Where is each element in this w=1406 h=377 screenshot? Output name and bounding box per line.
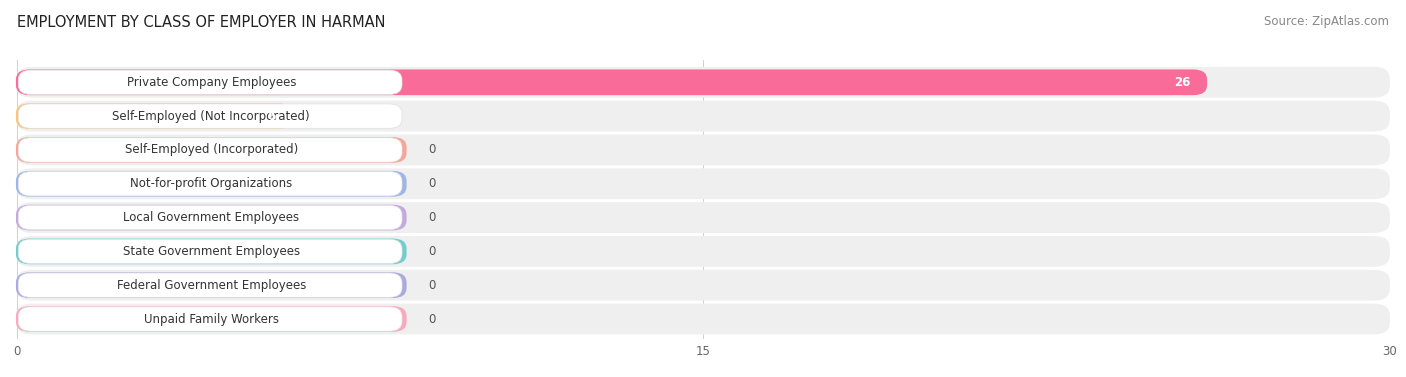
FancyBboxPatch shape xyxy=(15,137,406,163)
Text: 0: 0 xyxy=(429,279,436,292)
Text: Private Company Employees: Private Company Employees xyxy=(127,76,297,89)
Text: 0: 0 xyxy=(429,211,436,224)
FancyBboxPatch shape xyxy=(17,270,1389,300)
Text: State Government Employees: State Government Employees xyxy=(122,245,299,258)
Text: 26: 26 xyxy=(1174,76,1189,89)
FancyBboxPatch shape xyxy=(15,205,406,230)
FancyBboxPatch shape xyxy=(17,67,1389,98)
Text: Self-Employed (Not Incorporated): Self-Employed (Not Incorporated) xyxy=(112,110,311,123)
FancyBboxPatch shape xyxy=(18,239,402,264)
Text: Self-Employed (Incorporated): Self-Employed (Incorporated) xyxy=(125,143,298,156)
FancyBboxPatch shape xyxy=(17,303,1389,334)
FancyBboxPatch shape xyxy=(15,306,406,332)
Text: Unpaid Family Workers: Unpaid Family Workers xyxy=(143,313,278,325)
FancyBboxPatch shape xyxy=(17,169,1389,199)
Text: Local Government Employees: Local Government Employees xyxy=(124,211,299,224)
FancyBboxPatch shape xyxy=(18,104,402,128)
Text: 0: 0 xyxy=(429,245,436,258)
Text: 0: 0 xyxy=(429,177,436,190)
FancyBboxPatch shape xyxy=(17,202,1389,233)
FancyBboxPatch shape xyxy=(18,205,402,230)
Text: Federal Government Employees: Federal Government Employees xyxy=(117,279,307,292)
FancyBboxPatch shape xyxy=(17,101,1389,132)
FancyBboxPatch shape xyxy=(15,171,406,196)
FancyBboxPatch shape xyxy=(18,70,402,95)
FancyBboxPatch shape xyxy=(15,239,406,264)
Text: 0: 0 xyxy=(429,143,436,156)
FancyBboxPatch shape xyxy=(17,135,1389,166)
Text: 6: 6 xyxy=(267,110,276,123)
Text: Source: ZipAtlas.com: Source: ZipAtlas.com xyxy=(1264,15,1389,28)
Text: EMPLOYMENT BY CLASS OF EMPLOYER IN HARMAN: EMPLOYMENT BY CLASS OF EMPLOYER IN HARMA… xyxy=(17,15,385,30)
FancyBboxPatch shape xyxy=(18,307,402,331)
FancyBboxPatch shape xyxy=(18,172,402,196)
FancyBboxPatch shape xyxy=(17,236,1389,267)
FancyBboxPatch shape xyxy=(15,103,292,129)
FancyBboxPatch shape xyxy=(18,273,402,297)
Text: Not-for-profit Organizations: Not-for-profit Organizations xyxy=(131,177,292,190)
FancyBboxPatch shape xyxy=(15,69,1208,95)
FancyBboxPatch shape xyxy=(15,272,406,298)
Text: 0: 0 xyxy=(429,313,436,325)
FancyBboxPatch shape xyxy=(18,138,402,162)
